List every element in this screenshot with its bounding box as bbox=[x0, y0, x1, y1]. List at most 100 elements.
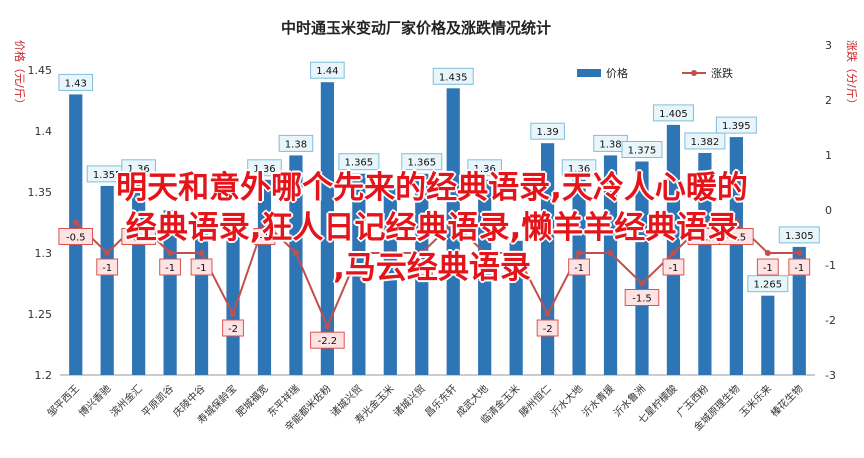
line-point bbox=[198, 250, 205, 256]
bar-label-box bbox=[747, 275, 789, 293]
y-right-tick-label: 2 bbox=[825, 94, 832, 107]
line-label: -1 bbox=[794, 263, 804, 274]
y-right-tick-label: 3 bbox=[825, 39, 832, 52]
bar-label: 1.36 bbox=[568, 164, 590, 175]
x-tick-label: 肥城福宽 bbox=[233, 382, 270, 419]
line-point bbox=[607, 250, 614, 256]
line-label-box bbox=[719, 228, 754, 245]
x-tick-label: 沂水青援 bbox=[579, 382, 616, 419]
y-left-tick-label: 1.25 bbox=[28, 308, 53, 321]
line-label: -1 bbox=[668, 263, 678, 274]
bar bbox=[194, 216, 209, 375]
bar-label: 1.38 bbox=[285, 139, 307, 150]
bar-label-box bbox=[561, 159, 597, 177]
line-point bbox=[324, 323, 331, 330]
bar bbox=[761, 295, 775, 375]
bar-label-box bbox=[432, 67, 474, 85]
y-left-tick-label: 1.3 bbox=[35, 247, 53, 260]
bar bbox=[163, 210, 177, 375]
line-label-box bbox=[662, 258, 685, 276]
bar bbox=[257, 179, 272, 375]
y-left-tick-label: 1.4 bbox=[35, 125, 53, 138]
x-tick-label: 沂水大地 bbox=[548, 382, 585, 419]
legend: 价格 涨跌 bbox=[577, 66, 733, 80]
bar bbox=[729, 137, 743, 375]
bar bbox=[478, 179, 492, 375]
line-point bbox=[230, 311, 237, 317]
bar bbox=[352, 173, 366, 375]
line-point bbox=[418, 250, 425, 256]
line-point bbox=[576, 250, 583, 256]
line-label: -0.5 bbox=[66, 233, 86, 244]
bar-label: 1.435 bbox=[439, 72, 468, 83]
bar bbox=[509, 240, 523, 375]
line-label: -0.5 bbox=[129, 233, 149, 244]
line-label: -2 bbox=[543, 324, 553, 335]
line-point bbox=[450, 219, 457, 226]
line-label-box bbox=[756, 258, 779, 276]
bar-label-box bbox=[247, 159, 282, 177]
y-right-tick-label: -3 bbox=[825, 369, 836, 382]
data-labels: 1.43 1.355 1.36 1.36 1.38 1.44 1.365 1.365 1.435… bbox=[58, 61, 820, 349]
line-label: -0.5 bbox=[727, 233, 747, 244]
line-label-box bbox=[788, 258, 811, 276]
bar bbox=[698, 152, 712, 375]
bar-label-box bbox=[652, 104, 694, 122]
line-point bbox=[670, 250, 677, 256]
bar-label-box bbox=[338, 153, 380, 171]
line-point bbox=[481, 250, 488, 256]
line-path bbox=[75, 220, 800, 329]
bar bbox=[572, 179, 586, 375]
x-tick-label: 昌乐东轩 bbox=[422, 382, 459, 419]
bar bbox=[289, 155, 303, 375]
y-left-tick-label: 1.45 bbox=[28, 64, 53, 77]
line-label: -1 bbox=[259, 233, 269, 244]
line-point bbox=[355, 250, 362, 256]
bar-label: 1.265 bbox=[753, 280, 782, 291]
line-point bbox=[292, 250, 299, 256]
bar-label-box bbox=[58, 73, 94, 91]
line-label-box bbox=[58, 228, 94, 245]
line-point bbox=[513, 250, 520, 256]
bar-label: 1.395 bbox=[722, 121, 751, 132]
x-tick-label: 滨州金汇 bbox=[107, 382, 144, 419]
chart-title: 中时通玉米变动厂家价格及涨跌情况统计 bbox=[281, 19, 551, 37]
bar-label: 1.365 bbox=[345, 158, 374, 169]
bar bbox=[132, 179, 146, 375]
line-point bbox=[701, 219, 708, 226]
bar bbox=[320, 82, 335, 375]
line-label-box bbox=[410, 258, 433, 276]
line-point bbox=[638, 280, 645, 287]
line-label: -1 bbox=[417, 263, 427, 274]
bar-label: 1.365 bbox=[407, 158, 436, 169]
line-label-box bbox=[159, 258, 182, 276]
line-label-box bbox=[190, 258, 213, 276]
bar bbox=[226, 234, 240, 375]
bar-label-box bbox=[467, 159, 502, 177]
bar-label-box bbox=[401, 153, 443, 171]
x-tick-label: 榛花生物 bbox=[768, 382, 805, 419]
y-right-axis-title: 涨跌（分/斤） bbox=[845, 40, 859, 110]
line-label-box bbox=[624, 289, 660, 306]
bar-label: 1.36 bbox=[128, 164, 150, 175]
bar-label: 1.39 bbox=[536, 127, 558, 138]
x-tick-label: 平原凯谷 bbox=[139, 382, 176, 419]
bar-label: 1.355 bbox=[93, 170, 122, 181]
bar-label: 1.36 bbox=[474, 164, 496, 175]
line-label-box bbox=[536, 319, 559, 337]
bar bbox=[792, 246, 806, 375]
legend-label: 价格 bbox=[606, 66, 628, 80]
line-label: -2.2 bbox=[318, 336, 338, 347]
bar bbox=[603, 155, 618, 375]
bar-label-box bbox=[715, 116, 757, 134]
y-left-tick-label: 1.2 bbox=[35, 369, 53, 382]
line-label: -1 bbox=[763, 263, 773, 274]
line-label: -2 bbox=[228, 324, 238, 335]
legend-line-marker bbox=[691, 70, 697, 76]
x-tick-label: 玉米乐来 bbox=[736, 382, 773, 419]
bar-label-box bbox=[310, 61, 345, 79]
line-label-box bbox=[253, 228, 276, 245]
bar-label: 1.38 bbox=[599, 139, 621, 150]
bar-label: 1.382 bbox=[691, 137, 720, 148]
